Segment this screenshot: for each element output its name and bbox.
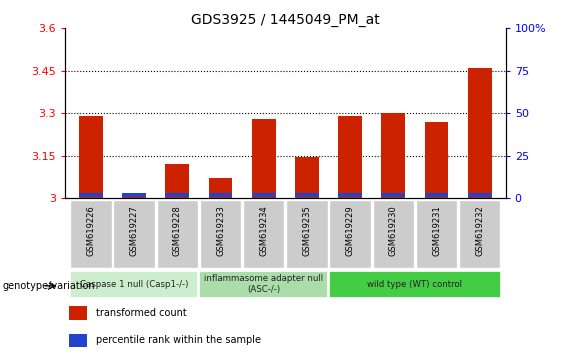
Bar	[208, 178, 232, 198]
Text: percentile rank within the sample: percentile rank within the sample	[96, 335, 261, 345]
FancyBboxPatch shape	[286, 200, 328, 268]
Bar	[122, 197, 146, 198]
Bar	[79, 116, 103, 198]
Text: GSM619230: GSM619230	[389, 205, 398, 256]
Bar	[468, 68, 492, 198]
Text: inflammasome adapter null
(ASC-/-): inflammasome adapter null (ASC-/-)	[204, 274, 323, 294]
Bar	[425, 193, 449, 197]
FancyBboxPatch shape	[157, 200, 198, 268]
Bar	[295, 193, 319, 197]
Bar	[252, 193, 276, 197]
Bar	[166, 164, 189, 198]
FancyBboxPatch shape	[329, 200, 371, 268]
FancyBboxPatch shape	[459, 200, 501, 268]
Bar	[381, 193, 405, 197]
FancyBboxPatch shape	[243, 200, 284, 268]
Bar	[122, 193, 146, 197]
Text: GSM619233: GSM619233	[216, 205, 225, 256]
Bar	[425, 122, 449, 198]
FancyBboxPatch shape	[329, 270, 501, 298]
Text: genotype/variation: genotype/variation	[3, 281, 95, 291]
Text: GSM619232: GSM619232	[475, 205, 484, 256]
Text: GSM619229: GSM619229	[346, 205, 355, 256]
Bar	[208, 193, 232, 197]
Text: GSM619227: GSM619227	[129, 205, 138, 256]
Text: GSM619226: GSM619226	[86, 205, 95, 256]
FancyBboxPatch shape	[114, 200, 155, 268]
Text: GSM619235: GSM619235	[302, 205, 311, 256]
FancyBboxPatch shape	[70, 200, 112, 268]
Bar	[69, 306, 87, 320]
Title: GDS3925 / 1445049_PM_at: GDS3925 / 1445049_PM_at	[191, 13, 380, 27]
Text: wild type (WT) control: wild type (WT) control	[367, 280, 462, 289]
Bar	[166, 193, 189, 197]
Bar	[338, 193, 362, 197]
Text: transformed count: transformed count	[96, 308, 186, 318]
FancyBboxPatch shape	[372, 200, 414, 268]
Bar	[381, 113, 405, 198]
Text: GSM619234: GSM619234	[259, 205, 268, 256]
Bar	[69, 334, 87, 347]
FancyBboxPatch shape	[199, 270, 328, 298]
Bar	[338, 116, 362, 198]
FancyBboxPatch shape	[69, 270, 198, 298]
Text: GSM619231: GSM619231	[432, 205, 441, 256]
FancyBboxPatch shape	[200, 200, 241, 268]
Bar	[252, 119, 276, 198]
Bar	[295, 157, 319, 198]
Text: GSM619228: GSM619228	[173, 205, 182, 256]
Text: Caspase 1 null (Casp1-/-): Caspase 1 null (Casp1-/-)	[80, 280, 188, 289]
FancyBboxPatch shape	[416, 200, 457, 268]
Bar	[468, 193, 492, 197]
Bar	[79, 193, 103, 197]
